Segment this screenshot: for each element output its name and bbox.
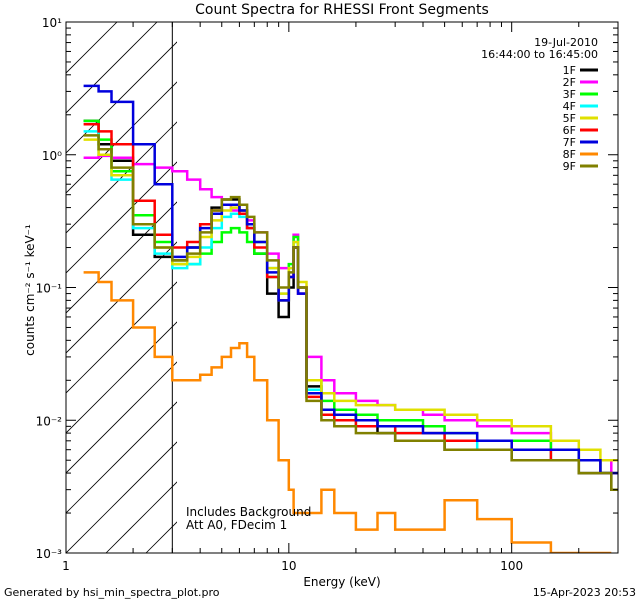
legend-label-4f: 4F — [563, 100, 576, 113]
hatch-line — [66, 401, 177, 514]
hatch-line — [66, 361, 177, 474]
hatch-line — [386, 0, 640, 553]
axis-ticks — [65, 21, 619, 554]
series-line-1f — [83, 119, 618, 491]
legend-label-9f: 9F — [563, 160, 576, 173]
plot-frame — [65, 21, 619, 554]
legend-label-1f: 1F — [563, 64, 576, 77]
hatch-line — [105, 481, 177, 553]
series-line-8f — [83, 271, 612, 553]
legend-label-2f: 2F — [563, 76, 576, 89]
date-label: 19-Jul-2010 — [534, 36, 598, 49]
legend-label-5f: 5F — [563, 112, 576, 125]
hatch-line — [66, 41, 177, 154]
hatch-line — [66, 201, 177, 314]
y-tick-label: 10⁻³ — [36, 547, 63, 561]
legend-label-7f: 7F — [563, 136, 576, 149]
timestamp-label: 15-Apr-2023 20:53 — [533, 586, 636, 599]
hatch-line — [66, 22, 158, 114]
time-range-label: 16:44:00 to 16:45:00 — [481, 48, 598, 61]
x-axis-label: Energy (keV) — [303, 575, 380, 589]
series-line-6f — [83, 122, 618, 475]
legend-label-8f: 8F — [563, 148, 576, 161]
hatch-line — [426, 0, 640, 553]
generated-by-label: Generated by hsi_min_spectra_plot.pro — [4, 586, 220, 599]
legend-label-3f: 3F — [563, 88, 576, 101]
y-tick-label: 10⁻² — [36, 414, 63, 428]
x-tick-label: 1 — [62, 559, 70, 573]
x-tick-label: 100 — [500, 559, 523, 573]
series-layer — [83, 84, 618, 553]
hatched-region — [66, 0, 640, 553]
series-line-4f — [83, 130, 618, 475]
annotation-attenuator: Att A0, FDecim 1 — [186, 518, 287, 532]
axis-tick-labels: 1 10 100 10⁻³ 10⁻² 10⁻¹ 10⁰ 10¹ — [36, 16, 524, 573]
annotation-background: Includes Background — [186, 505, 311, 519]
series-line-5f — [83, 138, 618, 462]
legend-label-6f: 6F — [563, 124, 576, 137]
y-tick-label: 10⁻¹ — [36, 282, 63, 296]
x-tick-label: 10 — [281, 559, 296, 573]
chart-title: Count Spectra for RHESSI Front Segments — [195, 2, 489, 18]
y-axis-label: counts cm⁻² s⁻¹ keV⁻¹ — [23, 224, 37, 356]
y-tick-label: 10⁰ — [42, 149, 62, 163]
hatch-line — [66, 241, 177, 354]
hatch-line — [466, 0, 640, 553]
hatch-line — [66, 161, 177, 274]
hatch-line — [66, 281, 177, 394]
hatch-line — [66, 81, 177, 194]
y-tick-label: 10¹ — [42, 16, 62, 30]
series-line-9f — [83, 134, 618, 491]
hatch-line — [66, 22, 118, 74]
hatch-line — [66, 441, 177, 553]
